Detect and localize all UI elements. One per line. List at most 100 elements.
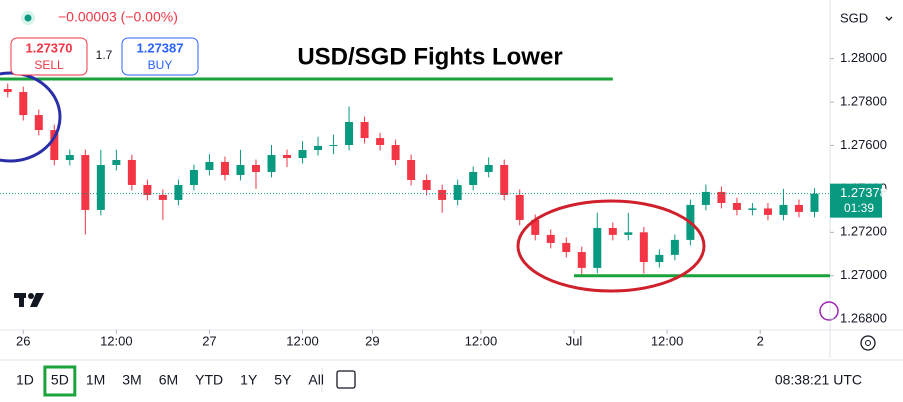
candle-body (376, 138, 385, 146)
candle-body (546, 234, 555, 243)
candle-body (81, 155, 90, 210)
candle-body (577, 252, 586, 268)
countdown: 01:39 (844, 201, 874, 215)
tv-logo (14, 293, 44, 307)
buy-button[interactable] (121, 37, 199, 76)
range-button[interactable]: 1Y (240, 372, 258, 388)
candle-body (96, 165, 105, 210)
candle-body (407, 160, 416, 180)
candle-body (50, 130, 59, 161)
range-button[interactable]: YTD (195, 372, 223, 388)
range-button[interactable]: 3M (122, 372, 141, 388)
candle-body (19, 92, 28, 116)
candle-body (422, 179, 431, 190)
x-tick-label: 12:00 (286, 333, 319, 348)
range-button[interactable]: 5Y (274, 372, 292, 388)
y-tick-label: 1.28000 (840, 50, 887, 65)
spread: 1.7 (96, 48, 113, 62)
candle-body (732, 202, 741, 210)
candle-body (391, 145, 400, 161)
candle-body (220, 161, 229, 175)
candle-body (127, 160, 136, 185)
settings-icon[interactable] (860, 335, 876, 351)
settings-icon (865, 340, 871, 346)
candle-body (143, 184, 152, 195)
candle-body (469, 171, 478, 185)
range-button[interactable]: 5D (51, 372, 69, 388)
candle-body (174, 184, 183, 200)
candle-body (608, 227, 617, 235)
candle-body (283, 155, 292, 159)
candle-body (112, 160, 121, 165)
candle-body (779, 204, 788, 215)
range-selected (43, 365, 77, 397)
y-tick-label: 1.26800 (840, 311, 887, 326)
candle-body (345, 122, 354, 146)
sell-label: SELL (34, 58, 64, 72)
candle-body (298, 150, 307, 159)
alert-icon[interactable] (819, 301, 839, 321)
x-tick-label: 27 (202, 333, 216, 348)
highlight-ellipse (0, 71, 62, 163)
buy-label: BUY (148, 58, 173, 72)
candle-body (329, 145, 338, 147)
highlight-ellipse (516, 199, 706, 293)
logo-part (28, 293, 34, 299)
range-button[interactable]: 6M (159, 372, 178, 388)
candle-body (484, 165, 493, 172)
x-tick-label: 12:00 (100, 333, 133, 348)
y-tick-label: 1.27800 (840, 93, 887, 108)
x-tick-label: 2 (757, 333, 764, 348)
candle-body (158, 194, 167, 200)
candle-body (189, 169, 198, 185)
candle-body (531, 219, 540, 235)
range-button[interactable]: 1D (16, 372, 34, 388)
candle-body (438, 189, 447, 200)
candle-body (3, 89, 12, 93)
x-tick-label: 29 (365, 333, 379, 348)
candle-body (515, 194, 524, 220)
date-range-icon[interactable] (336, 370, 356, 389)
range-button[interactable]: 1M (86, 372, 105, 388)
candle-body (794, 204, 803, 212)
x-tick-label: 26 (16, 333, 30, 348)
candle-body (810, 193, 819, 212)
y-tick-label: 1.27000 (840, 267, 887, 282)
candle-body (453, 184, 462, 200)
sell-button[interactable] (10, 37, 88, 76)
sell-price: 1.27370 (26, 40, 73, 55)
candle-body (251, 165, 260, 172)
y-tick-label: 1.27200 (840, 224, 887, 239)
candle-body (655, 254, 664, 263)
candle-body (670, 239, 679, 255)
candle-body (701, 191, 710, 205)
candle-body (639, 232, 648, 263)
logo-part (30, 293, 44, 307)
candle-body (314, 145, 323, 151)
candle-body (500, 165, 509, 195)
status-dot (24, 14, 32, 22)
candle-body (763, 208, 772, 215)
price-tag-label: 1.27378 (840, 185, 887, 200)
candle-body (360, 122, 369, 139)
candle-body (205, 161, 214, 170)
candle-body (65, 155, 74, 161)
change: −0.00003 (−0.00%) (58, 9, 178, 25)
candle-body (267, 155, 276, 172)
range-button[interactable]: All (308, 372, 324, 388)
price-tag (830, 183, 882, 218)
dropdown-caret (885, 16, 893, 21)
x-tick-label: 12:00 (465, 333, 498, 348)
buy-price: 1.27387 (137, 40, 184, 55)
chart-title: USD/SGD Fights Lower (297, 43, 562, 70)
y-tick-label: 1.27600 (840, 137, 887, 152)
candle-body (562, 242, 571, 253)
candle-body (624, 232, 633, 235)
clock: 08:38:21 UTC (775, 372, 862, 388)
candle-body (236, 165, 245, 175)
candle-body (717, 191, 726, 203)
currency-select[interactable]: SGD (840, 10, 868, 25)
x-tick-label: 12:00 (651, 333, 684, 348)
